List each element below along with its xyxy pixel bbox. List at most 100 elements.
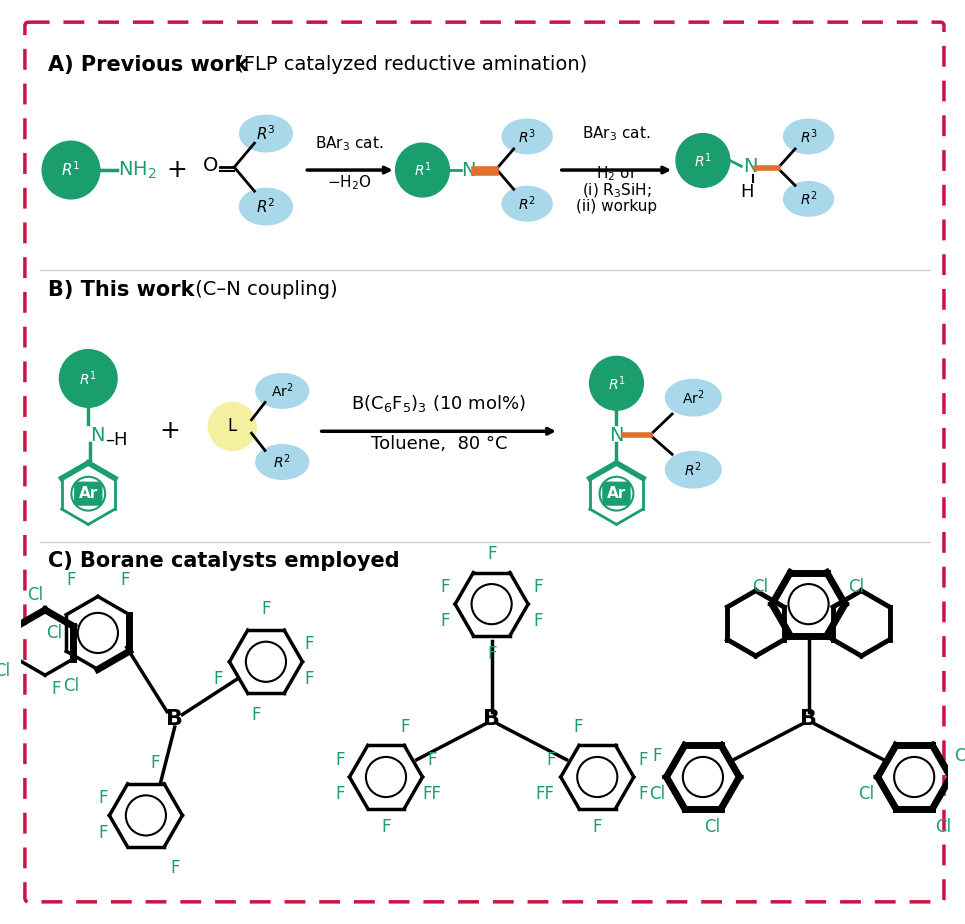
Text: Cl: Cl: [27, 586, 43, 603]
Circle shape: [396, 143, 450, 197]
Text: F: F: [335, 785, 345, 803]
Text: (FLP catalyzed reductive amination): (FLP catalyzed reductive amination): [231, 55, 588, 74]
Text: Cl: Cl: [858, 785, 874, 803]
Circle shape: [208, 403, 257, 451]
Text: F: F: [593, 818, 602, 836]
Text: F: F: [427, 750, 437, 769]
Text: F: F: [151, 754, 160, 772]
Text: N: N: [90, 427, 104, 445]
Text: (i) $\mathrm{R_3SiH}$;: (i) $\mathrm{R_3SiH}$;: [582, 182, 651, 200]
Text: (C–N coupling): (C–N coupling): [189, 280, 338, 298]
Text: $\mathrm{H_2}$ or: $\mathrm{H_2}$ or: [595, 164, 637, 183]
Text: $R^3$: $R^3$: [256, 124, 276, 143]
Text: $\mathrm{BAr_3}$ cat.: $\mathrm{BAr_3}$ cat.: [316, 134, 384, 152]
Text: F: F: [441, 578, 451, 596]
Text: F: F: [487, 545, 496, 564]
Text: F: F: [304, 636, 314, 653]
Text: $R^1$: $R^1$: [61, 161, 81, 179]
Text: F: F: [97, 789, 107, 808]
Circle shape: [676, 134, 730, 188]
Circle shape: [590, 357, 644, 410]
Text: F: F: [441, 613, 451, 630]
Text: Cl: Cl: [704, 818, 721, 836]
Text: L: L: [228, 418, 237, 435]
Text: F: F: [252, 706, 262, 723]
Text: O: O: [203, 156, 218, 175]
Text: F: F: [533, 578, 542, 596]
Text: B: B: [800, 710, 817, 729]
Text: F: F: [67, 571, 75, 590]
Text: B) This work: B) This work: [48, 280, 194, 299]
Text: $R^3$: $R^3$: [800, 128, 817, 146]
Text: F: F: [170, 859, 179, 877]
Text: Cl: Cl: [848, 578, 865, 596]
Text: +: +: [166, 158, 187, 182]
Ellipse shape: [502, 119, 552, 153]
Text: $R^2$: $R^2$: [518, 194, 537, 213]
Text: $\mathrm{B(C_6F_5)_3}$ (10 mol%): $\mathrm{B(C_6F_5)_3}$ (10 mol%): [351, 393, 526, 414]
Text: $R^3$: $R^3$: [518, 128, 537, 146]
Ellipse shape: [239, 116, 292, 152]
Text: Cl: Cl: [954, 747, 965, 765]
Text: F: F: [97, 823, 107, 842]
Text: F: F: [533, 613, 542, 630]
Text: F: F: [304, 670, 314, 688]
Ellipse shape: [784, 182, 834, 216]
Ellipse shape: [666, 452, 721, 488]
Text: FF: FF: [535, 785, 554, 803]
Text: $\mathrm{BAr_3}$ cat.: $\mathrm{BAr_3}$ cat.: [582, 125, 650, 143]
Text: $\mathrm{Ar^2}$: $\mathrm{Ar^2}$: [271, 382, 293, 400]
Ellipse shape: [502, 187, 552, 221]
Text: Cl: Cl: [63, 676, 79, 695]
Text: N: N: [743, 157, 758, 176]
Text: (ii) workup: (ii) workup: [576, 199, 657, 213]
Text: C) Borane catalysts employed: C) Borane catalysts employed: [48, 552, 400, 571]
Text: $R^2$: $R^2$: [273, 453, 291, 471]
Text: N: N: [609, 427, 623, 445]
Text: B: B: [166, 710, 183, 729]
Text: $R^2$: $R^2$: [684, 460, 703, 479]
Ellipse shape: [666, 380, 721, 416]
Text: Cl: Cl: [648, 785, 665, 803]
Text: F: F: [335, 750, 345, 769]
Circle shape: [42, 141, 99, 199]
Text: $R^2$: $R^2$: [800, 189, 817, 208]
Text: F: F: [639, 785, 648, 803]
Text: $R^1$: $R^1$: [608, 374, 625, 393]
Text: $R^1$: $R^1$: [414, 161, 431, 179]
Text: F: F: [262, 600, 271, 618]
Text: H: H: [740, 184, 754, 201]
Text: F: F: [213, 670, 223, 688]
Text: F: F: [381, 818, 391, 836]
Text: $\mathrm{NH_2}$: $\mathrm{NH_2}$: [118, 160, 156, 181]
Text: F: F: [652, 747, 662, 765]
Text: Cl: Cl: [753, 578, 768, 596]
Text: A) Previous work: A) Previous work: [48, 55, 248, 75]
Text: Ar: Ar: [79, 486, 97, 501]
Text: Ar: Ar: [607, 486, 626, 501]
Text: $R^1$: $R^1$: [79, 370, 97, 388]
Text: FF: FF: [423, 785, 442, 803]
Text: +: +: [159, 419, 180, 444]
Text: $R^1$: $R^1$: [694, 152, 712, 170]
Text: –H: –H: [105, 432, 128, 449]
Text: B: B: [483, 710, 500, 729]
Text: F: F: [120, 571, 129, 590]
Text: $R^2$: $R^2$: [257, 197, 276, 216]
Text: F: F: [487, 645, 496, 663]
Text: N: N: [461, 161, 476, 179]
Ellipse shape: [239, 188, 292, 225]
Text: $\mathrm{Ar^2}$: $\mathrm{Ar^2}$: [682, 388, 704, 407]
Text: $-\mathrm{H_2O}$: $-\mathrm{H_2O}$: [327, 173, 372, 191]
Text: F: F: [400, 718, 410, 736]
Ellipse shape: [784, 119, 834, 153]
Text: F: F: [639, 750, 648, 769]
Text: Cl: Cl: [935, 818, 951, 836]
Ellipse shape: [256, 373, 309, 408]
Text: Cl: Cl: [0, 663, 10, 680]
Text: F: F: [573, 718, 583, 736]
Circle shape: [60, 349, 117, 407]
Text: Cl: Cl: [46, 624, 63, 642]
Ellipse shape: [256, 444, 309, 480]
Text: F: F: [52, 680, 62, 698]
